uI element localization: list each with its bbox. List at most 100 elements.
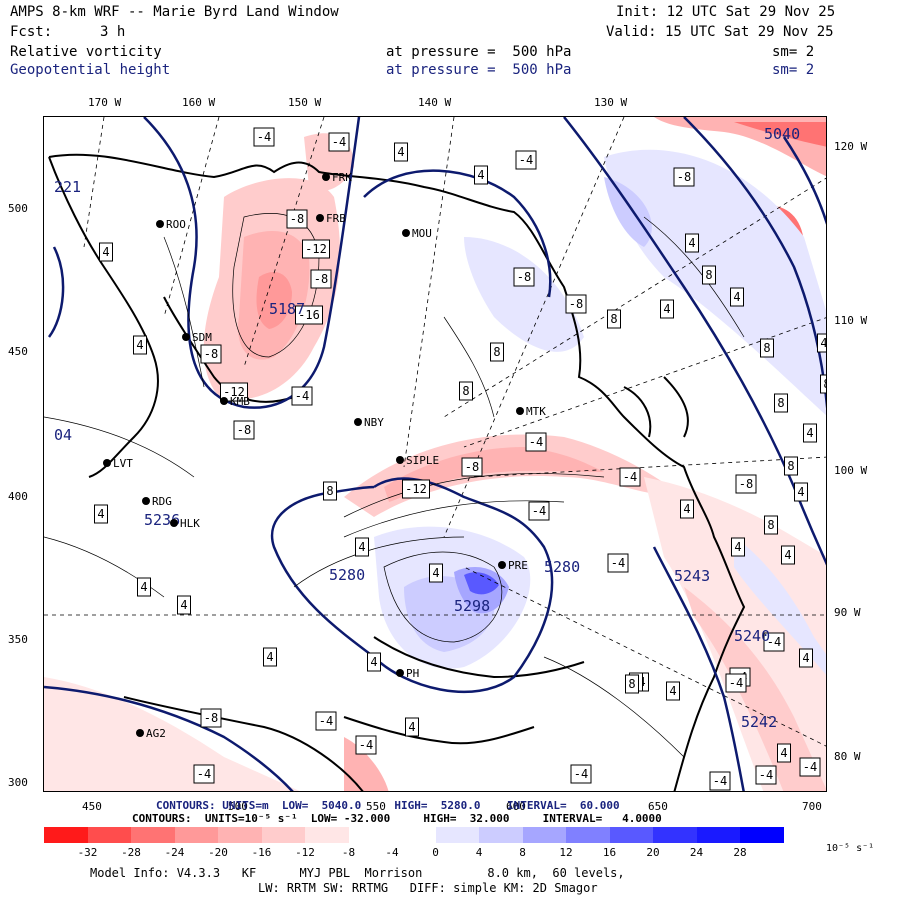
svg-text:ROO: ROO: [166, 218, 186, 231]
svg-text:-4: -4: [332, 135, 346, 149]
vorticity-label: -4: [525, 432, 547, 452]
vorticity-label: 4: [803, 423, 817, 443]
vorticity-label: -4: [515, 150, 537, 170]
colorbar-swatch: [696, 827, 740, 843]
lon-label: 140 W: [418, 96, 452, 109]
svg-text:8: 8: [777, 396, 784, 410]
field-height-level: at pressure = 500 hPa: [386, 62, 572, 78]
forecast-hours: 3 h: [100, 24, 126, 40]
station-marker: HLK: [170, 517, 200, 530]
svg-text:-4: -4: [759, 768, 773, 782]
model-info: Model Info: V4.3.3 KF MYJ PBL Morrison 8…: [90, 866, 625, 880]
forecast-label: Fcst:: [10, 24, 53, 40]
svg-text:LVT: LVT: [113, 457, 133, 470]
vorticity-label: 4: [394, 142, 408, 162]
svg-text:4: 4: [806, 426, 813, 440]
lon-label: 170 W: [88, 96, 122, 109]
init-time: Init: 12 UTC Sat 29 Nov 25: [616, 4, 836, 20]
vorticity-label: -8: [286, 209, 308, 229]
vorticity-label: 8: [784, 456, 798, 476]
station-marker: SDM: [182, 331, 212, 344]
svg-text:-8: -8: [517, 270, 531, 284]
lat-label: 100 W: [834, 464, 868, 477]
colorbar: [44, 827, 784, 843]
station-marker: KMB: [220, 395, 250, 408]
vorticity-label: 4: [355, 537, 369, 557]
station-marker: LVT: [103, 457, 133, 470]
colorbar-swatch: [131, 827, 175, 843]
svg-text:4: 4: [688, 236, 695, 250]
vorticity-label: -16: [295, 305, 323, 325]
svg-text:4: 4: [102, 245, 109, 259]
vorticity-label: -8: [310, 269, 332, 289]
svg-text:SIPLE: SIPLE: [406, 454, 439, 467]
vorticity-label: -4: [755, 765, 777, 785]
vorticity-label: -12: [402, 479, 430, 499]
colorbar-tick-label: 16: [602, 846, 617, 859]
colorbar-swatch: [653, 827, 697, 843]
svg-text:4: 4: [733, 290, 740, 304]
svg-text:AG2: AG2: [146, 727, 166, 740]
lon-label: 130 W: [594, 96, 628, 109]
vorticity-label: 8: [702, 265, 716, 285]
svg-text:4: 4: [97, 507, 104, 521]
svg-text:4: 4: [780, 746, 787, 760]
map-panel: -4 -4 4 -4 4 -8 -12 -8 -16 -8 -12 -4 -8 8 8 4 4 4 4 -8 -8 -4-…: [43, 116, 827, 792]
vorticity-label: 8: [490, 342, 504, 362]
field-vorticity-level: at pressure = 500 hPa: [386, 44, 572, 60]
field-height-name: Geopotential height: [10, 62, 171, 78]
height-label: 5187: [269, 300, 305, 318]
vorticity-label: -4: [528, 501, 550, 521]
vorticity-label: -4: [709, 771, 731, 791]
colorbar-tick-label: 20: [646, 846, 660, 859]
station-marker: FRB: [316, 212, 346, 225]
svg-text:-8: -8: [465, 460, 479, 474]
colorbar-tick-label: -28: [121, 846, 141, 859]
svg-text:PRE: PRE: [508, 559, 528, 572]
vorticity-label: -4: [291, 386, 313, 406]
vorticity-label: 8: [764, 515, 778, 535]
svg-text:FRB: FRB: [326, 212, 346, 225]
svg-text:4: 4: [784, 548, 791, 562]
colorbar-swatch: [609, 827, 653, 843]
svg-text:4: 4: [397, 145, 404, 159]
vorticity-label: 4: [794, 482, 808, 502]
physics-info: LW: RRTM SW: RRTMG DIFF: simple KM: 2D S…: [258, 881, 598, 895]
svg-text:4: 4: [432, 566, 439, 580]
height-label: 5040: [764, 125, 800, 143]
colorbar-tick-label: -24: [164, 846, 185, 859]
field-vorticity-smoothing: sm= 2: [772, 44, 815, 60]
vorticity-label: 8: [459, 381, 473, 401]
svg-text:-4: -4: [197, 767, 211, 781]
svg-text:MTK: MTK: [526, 405, 546, 418]
svg-text:HLK: HLK: [180, 517, 200, 530]
x-axis-label: 600: [506, 800, 526, 813]
vorticity-contour-info: CONTOURS: UNITS=10⁻⁵ s⁻¹ LOW= -32.000 HI…: [132, 812, 662, 825]
y-axis-label: 400: [8, 490, 28, 503]
vorticity-label: 8: [607, 309, 621, 329]
station-layer: ROO FRK FRB MOU SDM KMB NBY MTK SIPLE LVT RDG HLK PR…: [103, 171, 546, 740]
station-marker: MOU: [402, 227, 432, 240]
vorticity-label: 4: [817, 333, 826, 353]
svg-text:8: 8: [823, 377, 827, 391]
vorticity-label: -8: [735, 474, 757, 494]
colorbar-tick-label: 28: [733, 846, 747, 859]
svg-text:-4: -4: [519, 153, 533, 167]
vorticity-label: -4: [619, 467, 641, 487]
lat-label: 110 W: [834, 314, 868, 327]
svg-text:-4: -4: [803, 760, 817, 774]
vorticity-label: 4: [405, 717, 419, 737]
svg-text:-4: -4: [257, 130, 271, 144]
colorbar-tick-label: 8: [519, 846, 526, 859]
svg-text:4: 4: [477, 168, 484, 182]
vorticity-label: -4: [328, 132, 350, 152]
vorticity-label: 4: [660, 299, 674, 319]
lat-label: 80 W: [834, 750, 861, 763]
colorbar-swatch: [348, 827, 392, 843]
field-height-smoothing: sm= 2: [772, 62, 815, 78]
vorticity-label: 4: [685, 233, 699, 253]
svg-text:RDG: RDG: [152, 495, 172, 508]
colorbar-tick-label: -12: [295, 846, 315, 859]
svg-text:-8: -8: [237, 423, 251, 437]
height-label: 04: [54, 426, 72, 444]
